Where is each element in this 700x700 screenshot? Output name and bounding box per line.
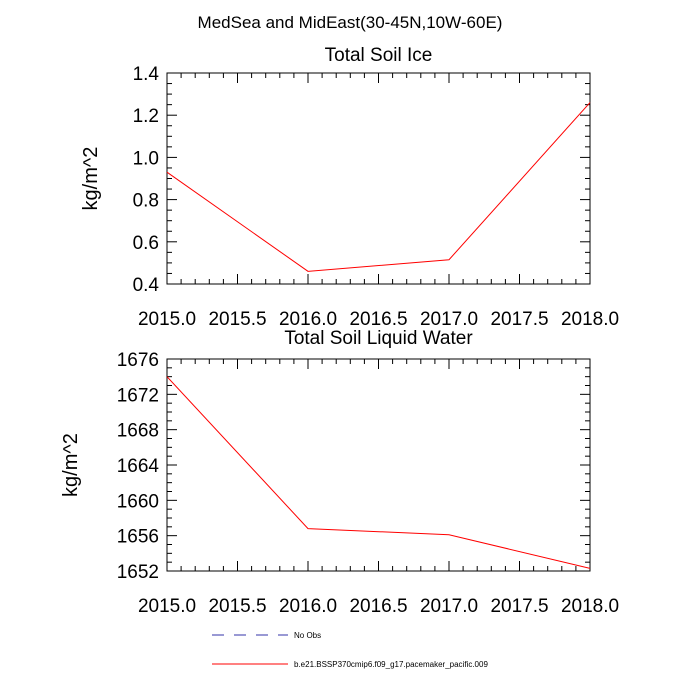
plot-frame bbox=[166, 358, 591, 572]
page-title: MedSea and MidEast(30-45N,10W-60E) bbox=[198, 13, 503, 32]
panel-title: Total Soil Ice bbox=[325, 45, 433, 66]
x-tick-label: 2018.0 bbox=[561, 309, 619, 330]
y-tick-label: 0.6 bbox=[133, 233, 159, 254]
x-tick-label: 2016.0 bbox=[279, 309, 337, 330]
x-tick-label: 2015.0 bbox=[138, 596, 196, 617]
y-tick-label: 1.2 bbox=[133, 106, 159, 127]
y-tick-label: 1652 bbox=[117, 562, 159, 583]
legend-label-no-obs: No Obs bbox=[294, 631, 321, 640]
x-tick-label: 2015.5 bbox=[208, 596, 266, 617]
x-tick-label: 2016.0 bbox=[279, 596, 337, 617]
panel-title: Total Soil Liquid Water bbox=[284, 328, 473, 349]
x-tick-label: 2017.0 bbox=[420, 309, 478, 330]
x-tick-label: 2018.0 bbox=[561, 596, 619, 617]
x-tick-label: 2017.0 bbox=[420, 596, 478, 617]
y-tick-label: 1672 bbox=[117, 385, 159, 406]
y-axis-label: kg/m^2 bbox=[80, 147, 102, 211]
y-axis-label: kg/m^2 bbox=[60, 433, 82, 497]
legend: No Obs b.e21.BSSP370cmip6.f09_g17.pacema… bbox=[212, 631, 488, 669]
y-tick-label: 1660 bbox=[117, 491, 159, 512]
y-tick-label: 0.4 bbox=[133, 275, 160, 296]
x-tick-label: 2016.5 bbox=[349, 596, 407, 617]
x-tick-label: 2017.5 bbox=[490, 309, 548, 330]
series-line-1 bbox=[166, 376, 591, 569]
legend-label-model-run: b.e21.BSSP370cmip6.f09_g17.pacemaker_pac… bbox=[294, 660, 488, 669]
panel-1: Total Soil Ice kg/m^2 2015.0 2015.5 2016.0 20… bbox=[80, 45, 619, 330]
y-tick-label: 1656 bbox=[117, 527, 159, 548]
x-tick-label: 2015.5 bbox=[208, 309, 266, 330]
y-tick-label: 0.8 bbox=[133, 191, 159, 212]
y-tick-label: 1676 bbox=[117, 350, 159, 371]
y-tick-label: 1668 bbox=[117, 421, 159, 442]
panel-2: Total Soil Liquid Water kg/m^2 2015.0 2015.… bbox=[60, 328, 619, 617]
y-tick-label: 1.0 bbox=[133, 148, 159, 169]
x-tick-label: 2015.0 bbox=[138, 309, 196, 330]
x-tick-label: 2016.5 bbox=[349, 309, 407, 330]
x-tick-label: 2017.5 bbox=[490, 596, 548, 617]
y-tick-label: 1664 bbox=[117, 456, 160, 477]
y-tick-label: 1.4 bbox=[133, 64, 160, 85]
plot-frame bbox=[166, 72, 591, 285]
series-line-1 bbox=[166, 102, 591, 272]
